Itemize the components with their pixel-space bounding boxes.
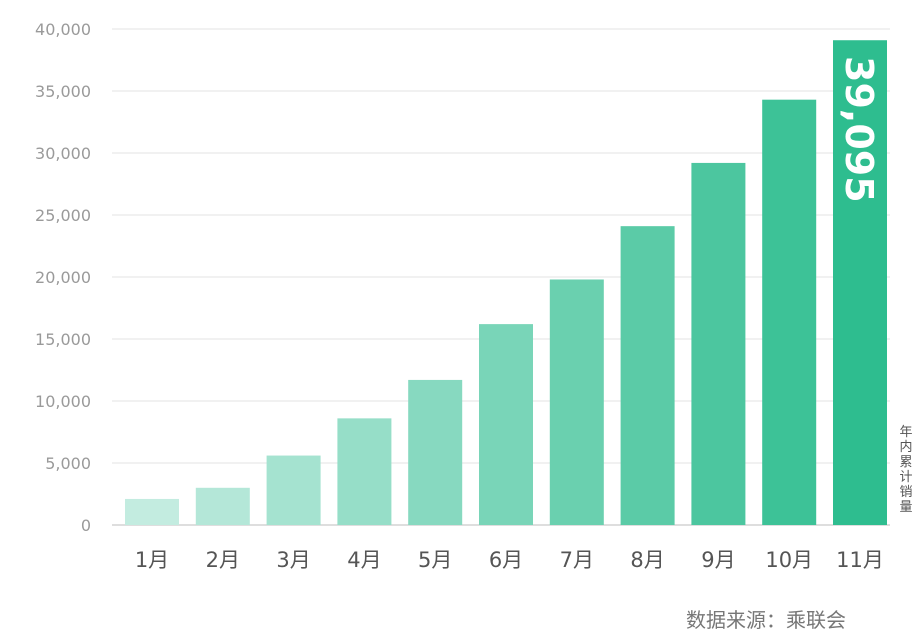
last-bar-value-label: 39,095 xyxy=(837,56,881,203)
bar xyxy=(833,40,887,526)
y-tick-label: 35,000 xyxy=(35,82,91,101)
y-tick-label: 0 xyxy=(81,516,91,535)
bar xyxy=(762,99,817,526)
x-tick-label: 3月 xyxy=(276,548,310,572)
x-tick-label: 11月 xyxy=(836,548,884,572)
grid xyxy=(112,28,890,526)
bar xyxy=(266,455,321,525)
y-tick-label: 30,000 xyxy=(35,144,91,163)
bar xyxy=(691,162,746,526)
bar xyxy=(620,226,675,525)
y-axis-ticks: 0 5,000 10,000 15,000 20,000 25,000 30,000 35,0… xyxy=(35,20,91,535)
x-tick-label: 9月 xyxy=(701,548,735,572)
y-tick-label: 15,000 xyxy=(35,330,91,349)
bar xyxy=(549,279,604,525)
bars xyxy=(125,40,887,526)
x-tick-label: 6月 xyxy=(489,548,523,572)
y-tick-label: 10,000 xyxy=(35,392,91,411)
x-tick-label: 5月 xyxy=(418,548,452,572)
bar xyxy=(408,379,463,525)
y-tick-label: 40,000 xyxy=(35,20,91,39)
bar xyxy=(337,418,392,525)
cumulative-sales-label: 年内累计销量 xyxy=(899,425,912,515)
bar xyxy=(125,498,179,525)
x-tick-label: 10月 xyxy=(765,548,813,572)
x-axis-ticks: 1月 2月 3月 4月 5月 6月 7月 8月 9月 10月 11月 xyxy=(135,548,884,572)
y-tick-label: 20,000 xyxy=(35,268,91,287)
x-tick-label: 1月 xyxy=(135,548,169,572)
bar xyxy=(195,487,250,525)
x-tick-label: 7月 xyxy=(560,548,594,572)
y-tick-label: 25,000 xyxy=(35,206,91,225)
x-tick-label: 2月 xyxy=(206,548,240,572)
bar xyxy=(479,324,533,525)
annotations: 39,095 年内累计销量 xyxy=(837,56,913,515)
source-note: 数据来源：乘联会 xyxy=(686,608,846,632)
x-tick-label: 8月 xyxy=(630,548,664,572)
y-tick-label: 5,000 xyxy=(45,454,91,473)
x-tick-label: 4月 xyxy=(347,548,381,572)
